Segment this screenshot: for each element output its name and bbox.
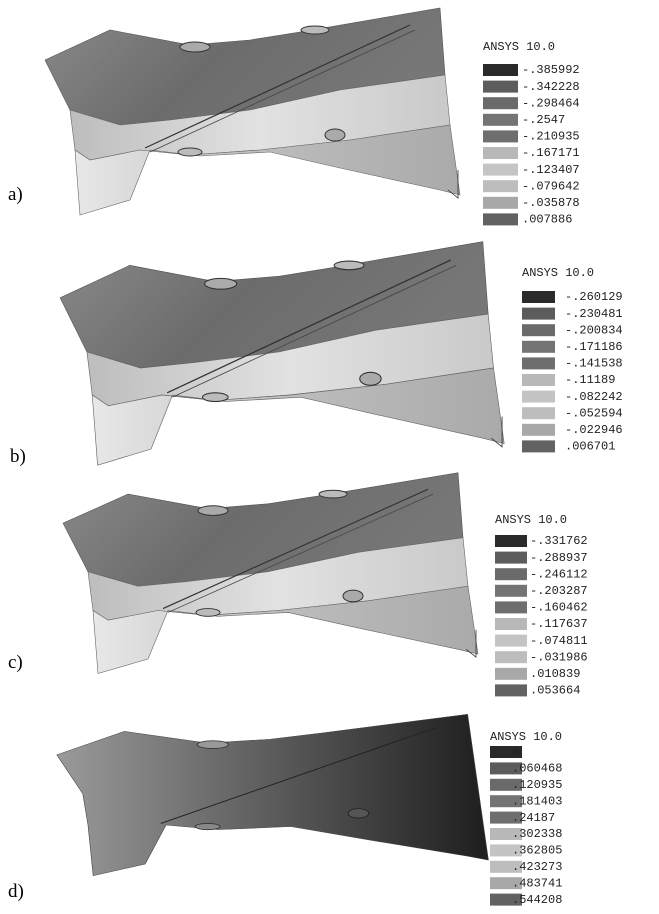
legend-value: .362805 [512,844,562,858]
legend-swatch [495,535,527,547]
model-d [57,714,489,875]
legend-swatch [495,568,527,580]
legend-value: .120935 [512,778,562,792]
legend-value: -.052594 [565,406,623,420]
legend-value: -.210935 [522,130,580,144]
legend-value: -.141538 [565,357,623,371]
legend-value: -.200834 [565,323,623,337]
model-b [60,242,504,466]
legend-value: -.11189 [565,373,615,387]
legend-title: ANSYS 10.0 [495,513,567,527]
legend-swatch [522,374,555,386]
legend-value: -.260129 [565,290,623,304]
legend-swatch [495,601,527,613]
legend-swatch [522,440,555,452]
legend-value: .544208 [512,893,562,907]
legend-title: ANSYS 10.0 [490,730,562,744]
legend-value: -.117637 [530,617,588,631]
legend-title: ANSYS 10.0 [483,40,555,54]
model-a [45,8,460,215]
legend-value: -.160462 [530,601,588,615]
panel-label: b) [10,446,26,467]
panel-label: d) [8,881,24,902]
legend-value: .24187 [512,811,555,825]
legend-value: -.298464 [522,96,580,110]
legend-value: -.203287 [530,584,588,598]
legend-value: .053664 [530,684,580,698]
legend-swatch [495,552,527,564]
legend-value: -.022946 [565,423,623,437]
legend-swatch [483,81,518,93]
legend-swatch [483,147,518,159]
figure: a) ANSYS 10.0 -.385992 -.342228 -.298464 -.25… [0,0,659,914]
legend-value: 0 [512,745,519,759]
legend-swatch [483,180,518,192]
legend-swatch [522,291,555,303]
legend-value: -.230481 [565,307,623,321]
legend-swatch [495,668,527,680]
legend-swatch [522,407,555,419]
legend-value: -.331762 [530,534,588,548]
legend-value: -.035878 [522,196,580,210]
legend-value: .181403 [512,794,562,808]
legend-swatch [522,324,555,336]
legend-swatch [522,424,555,436]
legend-swatch [483,197,518,209]
legend-swatch [522,357,555,369]
legend-value: -.171186 [565,340,623,354]
legend-value: .060468 [512,762,562,776]
legend-value: .483741 [512,876,562,890]
legend-swatch [495,684,527,696]
legend-value: -.288937 [530,551,588,565]
legend-value: -.031986 [530,650,588,664]
legend-value: -.082242 [565,390,623,404]
legend-swatch [483,64,518,76]
panel-label: a) [8,184,23,205]
legend-swatch [495,618,527,630]
legend-title: ANSYS 10.0 [522,266,594,280]
legend-value: -.342228 [522,80,580,94]
legend-swatch [522,391,555,403]
legend-swatch [483,130,518,142]
legend-value: .423273 [512,860,562,874]
legend-swatch [483,164,518,176]
legend-value: -.246112 [530,567,588,581]
legend-swatch [495,635,527,647]
legend-value: -.2547 [522,113,565,127]
legend-swatch [522,341,555,353]
legend-swatch [495,585,527,597]
legend-value: -.167171 [522,146,580,160]
legend-value: -.074811 [530,634,588,648]
legend-swatch [522,308,555,320]
model-c [63,473,478,674]
panel-label: c) [8,652,23,673]
legend-value: -.079642 [522,179,580,193]
legend-swatch [495,651,527,663]
legend-value: .010839 [530,667,580,681]
legend-swatch [483,213,518,225]
legend-value: .302338 [512,827,562,841]
legend-swatch [483,97,518,109]
legend-value: -.123407 [522,163,580,177]
legend-value: .006701 [565,440,615,454]
legend-swatch [483,114,518,126]
legend-value: -.385992 [522,63,580,77]
legend-value: .007886 [522,213,572,227]
